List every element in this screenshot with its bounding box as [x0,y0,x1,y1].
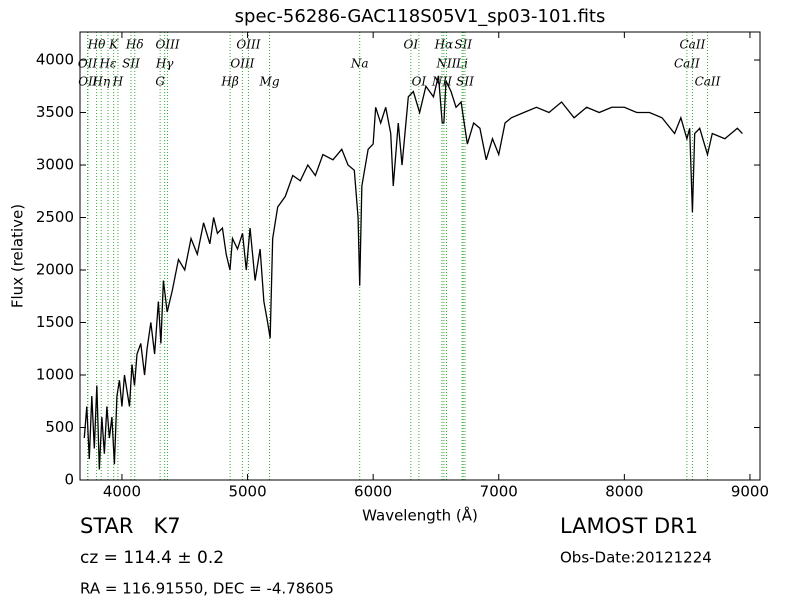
spectral-line-label: Na [350,57,369,71]
spectral-line-label: SII [122,57,140,71]
x-tick-label: 6000 [354,483,392,501]
spectral-line-label: G [155,75,165,89]
spectral-line-label: Hε [99,57,117,71]
y-tick-label: 500 [45,418,74,436]
y-tick-label: 1500 [36,313,74,331]
coordinates: RA = 116.91550, DEC = -4.78605 [80,580,334,598]
spectral-line-label: NII [436,57,457,71]
y-tick-label: 0 [64,471,74,489]
spectral-line-label: Hη [91,75,110,89]
x-tick-label: 8000 [605,483,643,501]
spectral-line-label: OIII [230,57,254,71]
spectral-line-label: SII [456,75,474,89]
x-axis-label: Wavelength (Å) [362,506,478,525]
spectral-line-label: Li [455,57,468,71]
spectral-line-label: CaII [674,57,700,71]
chart-title: spec-56286-GAC118S05V1_sp03-101.fits [235,6,606,27]
survey: LAMOST DR1 [560,514,698,538]
y-tick-label: 3000 [36,156,74,174]
x-tick-label: 7000 [480,483,518,501]
spectral-line-label: H [112,75,124,89]
spectral-line-label: Hα [434,38,454,52]
spectral-line-label: K [108,38,119,52]
x-tick-label: 4000 [103,483,141,501]
spectral-line-label: OII [78,75,98,89]
obs-date: Obs-Date:20121224 [560,549,712,567]
spectral-line-label: OI [404,38,419,52]
x-tick-label: 9000 [731,483,769,501]
object-class: STAR K7 [80,514,181,538]
spectral-line-label: Hβ [220,75,238,89]
spectral-line-label: Hγ [155,57,174,71]
spectral-line-label: OI [412,75,427,89]
y-tick-label: 3500 [36,103,74,121]
redshift: cz = 114.4 ± 0.2 [80,548,224,568]
spectral-line-label: Mg [259,75,280,89]
spectral-line-label: Hθ [87,38,106,52]
y-tick-label: 4000 [36,51,74,69]
spectral-line-label: SII [454,38,472,52]
y-tick-label: 1000 [36,366,74,384]
x-tick-label: 5000 [228,483,266,501]
spectral-line-label: CaII [680,38,706,52]
spectrum-line [83,75,743,470]
plot-frame [79,31,761,481]
y-tick-label: 2500 [36,208,74,226]
spectral-line-label: OIII [236,38,260,52]
spectral-line-label: CaII [695,75,721,89]
y-axis-label: Flux (relative) [9,204,27,308]
spectral-line-label: OIII [156,38,180,52]
y-tick-label: 2000 [36,261,74,279]
spectral-line-label: Hδ [125,38,144,52]
